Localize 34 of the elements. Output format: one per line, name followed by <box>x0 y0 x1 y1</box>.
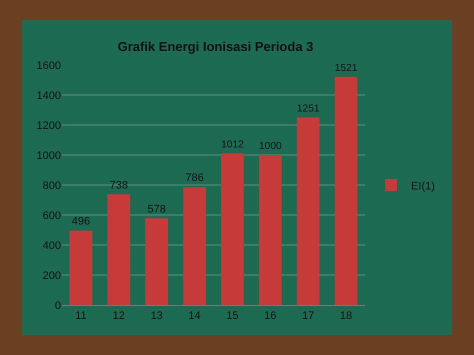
data-label: 1521 <box>334 63 358 74</box>
data-label: 786 <box>185 172 204 184</box>
y-tick-label: 1200 <box>36 120 61 132</box>
bar <box>145 218 168 305</box>
legend-label: EI(1) <box>411 180 435 192</box>
y-tick-label: 1600 <box>36 60 61 72</box>
data-label: 578 <box>148 203 166 216</box>
x-tick-label: 18 <box>340 310 352 322</box>
data-label: 1000 <box>258 141 282 152</box>
bar <box>70 230 92 305</box>
y-tick-label: 0 <box>54 300 61 312</box>
bar <box>296 117 320 305</box>
x-tick-label: 16 <box>264 310 276 322</box>
data-label: 1012 <box>221 139 244 150</box>
x-tick-label: 11 <box>75 310 87 322</box>
x-tick-label: 13 <box>150 310 163 322</box>
bar <box>183 187 206 305</box>
bar <box>107 194 130 305</box>
data-label: 496 <box>72 216 90 228</box>
y-tick-label: 800 <box>42 180 61 192</box>
bar <box>221 153 244 305</box>
x-tick-label: 12 <box>112 310 125 322</box>
chart-title: Grafik Energi Ionisasi Perioda 3 <box>118 39 314 54</box>
bar <box>258 155 282 305</box>
x-tick-label: 14 <box>188 310 201 322</box>
y-tick-label: 1000 <box>36 150 61 162</box>
y-tick-label: 400 <box>42 240 61 252</box>
data-label: 1251 <box>296 104 320 115</box>
y-tick-label: 1400 <box>36 90 61 102</box>
y-tick-label: 600 <box>42 210 61 222</box>
bar <box>334 76 358 305</box>
x-tick-label: 17 <box>302 310 314 322</box>
x-tick-label: 15 <box>226 310 239 322</box>
y-tick-label: 200 <box>42 270 61 282</box>
